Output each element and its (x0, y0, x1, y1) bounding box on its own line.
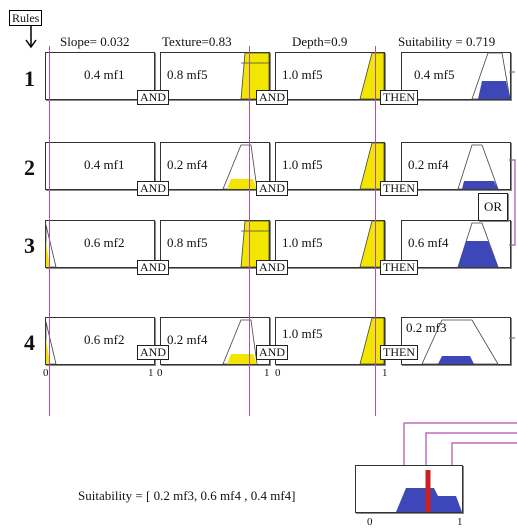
texture-mf-label: 0.2 mf4 (167, 332, 208, 347)
slope-mf-label: 0.6 mf2 (84, 332, 125, 347)
texture-mf-plot: 0.2 mf4 (160, 142, 270, 190)
texture-mf-plot: 0.8 mf5 (160, 220, 270, 268)
depth-mf-label: 1.0 mf5 (282, 67, 323, 82)
and-operator: AND (256, 181, 288, 196)
and-operator: AND (137, 260, 169, 275)
depth-mf-shape (359, 52, 385, 100)
depth-mf-label: 1.0 mf5 (282, 157, 323, 172)
then-operator: THEN (380, 345, 418, 360)
depth-mf-shape (359, 142, 385, 190)
result-axis-tick: 0 (367, 516, 373, 528)
output-mf-plot: 0.2 mf3 (401, 317, 511, 365)
rules-label: Rules (12, 11, 40, 25)
texture-mf-shape (222, 319, 258, 365)
depth-mf-label: 1.0 mf5 (282, 326, 323, 341)
then-operator: THEN (380, 181, 418, 196)
result-text: Suitability = [ 0.2 mf3, 0.6 mf4 , 0.4 m… (78, 488, 296, 503)
and-operator: AND (137, 345, 169, 360)
output-mf-shape (471, 52, 511, 100)
depth-mf-plot: 1.0 mf5 (275, 52, 385, 100)
output-mf-plot: 0.2 mf4 (401, 142, 511, 190)
depth-mf-plot: 1.0 mf5 (275, 220, 385, 268)
texture-header: Texture=0.83 (162, 34, 232, 49)
aggregated-output-plot (355, 465, 463, 513)
rule-number: 4 (24, 330, 35, 355)
slope-mf-plot: 0.4 mf1 (45, 142, 155, 190)
output-mf-label: 0.2 mf4 (408, 157, 449, 172)
and-operator: AND (256, 260, 288, 275)
texture-mf-shape (240, 220, 270, 268)
texture-mf-label: 0.2 mf4 (167, 157, 208, 172)
then-operator: THEN (380, 90, 418, 105)
or-connector (509, 71, 516, 246)
and-operator: AND (256, 90, 288, 105)
depth-header: Depth=0.9 (292, 34, 348, 49)
output-mf-shape (457, 222, 499, 268)
texture-mf-shape (222, 144, 258, 190)
output-mf-plot: 0.6 mf4 (401, 220, 511, 268)
and-operator: AND (256, 345, 288, 360)
texture-mf-plot: 0.8 mf5 (160, 52, 270, 100)
depth-input-line (375, 46, 376, 416)
texture-input-line (249, 46, 250, 416)
depth-mf-shape (359, 220, 385, 268)
aggregated-output-shape (396, 470, 462, 512)
or-operator: OR (483, 199, 503, 214)
depth-mf-label: 1.0 mf5 (282, 235, 323, 250)
and-operator: AND (137, 90, 169, 105)
axis-tick: 0 (157, 367, 163, 379)
output-mf-label: 0.6 mf4 (408, 235, 449, 250)
slope-mf-plot: 0.6 mf2 (45, 317, 155, 365)
texture-mf-label: 0.8 mf5 (167, 235, 208, 250)
slope-mf-plot: 0.4 mf1 (45, 52, 155, 100)
axis-tick: 0 (275, 367, 281, 379)
rules-label-box: Rules (9, 10, 43, 26)
rule-number: 3 (24, 233, 35, 258)
and-operator: AND (137, 181, 169, 196)
output-mf-shape (421, 319, 499, 365)
then-operator: THEN (380, 260, 418, 275)
slope-input-line (49, 46, 50, 416)
rules-arrow-icon (25, 26, 37, 49)
texture-mf-label: 0.8 mf5 (167, 67, 208, 82)
output-mf-label: 0.2 mf3 (406, 320, 447, 335)
output-mf-label: 0.4 mf5 (414, 67, 455, 82)
result-axis-tick: 1 (457, 516, 463, 528)
axis-tick: 1 (148, 367, 154, 379)
slope-mf-label: 0.4 mf1 (84, 67, 125, 82)
suitability-header: Suitability = 0.719 (398, 34, 496, 49)
or-operator-box: OR (478, 193, 508, 221)
rule-number: 2 (24, 155, 35, 180)
depth-mf-plot: 1.0 mf5 (275, 142, 385, 190)
axis-tick: 1 (264, 367, 270, 379)
aggregation-connectors (403, 422, 517, 467)
rule-number: 1 (24, 66, 35, 91)
output-mf-plot: 0.4 mf5 (401, 52, 511, 100)
slope-mf-plot: 0.6 mf2 (45, 220, 155, 268)
axis-tick: 1 (382, 367, 388, 379)
depth-mf-shape (359, 317, 385, 365)
slope-header: Slope= 0.032 (60, 34, 130, 49)
rule4-connector (509, 337, 515, 339)
axis-tick: 0 (43, 367, 49, 379)
texture-mf-shape (240, 52, 270, 100)
slope-mf-label: 0.4 mf1 (84, 157, 125, 172)
texture-mf-plot: 0.2 mf4 (160, 317, 270, 365)
slope-mf-label: 0.6 mf2 (84, 235, 125, 250)
output-mf-shape (457, 144, 499, 190)
depth-mf-plot: 1.0 mf5 (275, 317, 385, 365)
